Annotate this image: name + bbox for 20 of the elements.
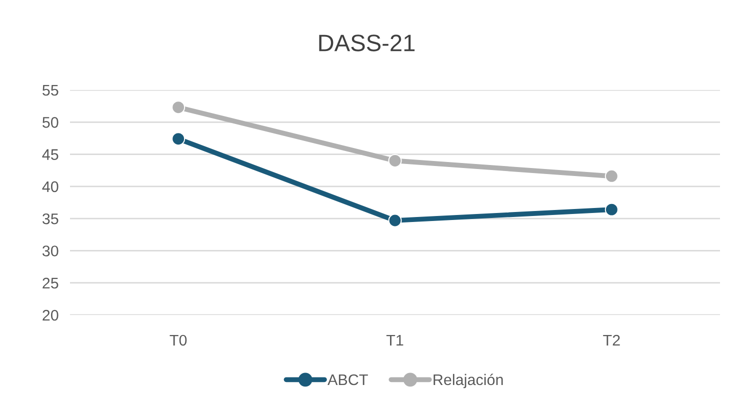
point [388, 214, 402, 228]
y-tick-label: 50 [42, 117, 58, 128]
y-tick-label: 35 [42, 213, 58, 224]
point [604, 169, 618, 183]
point [604, 202, 618, 216]
point [172, 100, 186, 114]
y-tick-label: 45 [42, 149, 58, 160]
point [388, 154, 402, 168]
legend-label: Relajación [434, 374, 503, 388]
y-tick-label: 55 [42, 85, 58, 96]
y-tick-label: 20 [42, 310, 58, 321]
x-tick-label: T2 [603, 334, 620, 346]
legend-label: ABCT [328, 374, 368, 386]
y-tick-label: 25 [42, 278, 58, 289]
x-tick-label: T1 [386, 335, 404, 346]
y-tick-label: 40 [42, 181, 58, 192]
y-tick-label: 30 [42, 246, 58, 256]
point [172, 132, 186, 146]
chart-title: DASS-21 [319, 34, 415, 52]
x-tick-label: T0 [170, 334, 187, 346]
